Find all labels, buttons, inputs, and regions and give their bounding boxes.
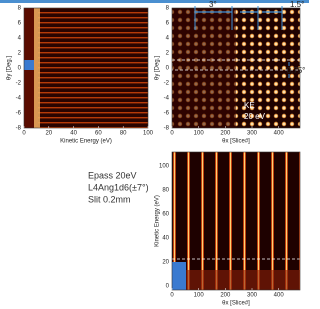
y-tick-label: 4 xyxy=(166,36,170,42)
annotation: 20 eV xyxy=(244,112,266,121)
x-tick-label: 0 xyxy=(170,131,174,137)
y-tick-label: -2 xyxy=(16,81,22,87)
y-tick-label: 6 xyxy=(18,21,22,27)
y-tick-label: 2 xyxy=(166,51,170,57)
annotation: 0.75° xyxy=(287,66,306,75)
y-axis-label: θy [Deg.] xyxy=(7,56,13,80)
x-axis-label: θx [Slice#] xyxy=(222,139,250,145)
x-tick-label: 100 xyxy=(194,131,205,137)
x-tick-label: 80 xyxy=(120,131,127,137)
x-tick-label: 40 xyxy=(70,131,77,137)
y-tick-label: 6 xyxy=(166,21,170,27)
y-axis-label: θy [Deg.] xyxy=(155,56,161,80)
x-tick-label: 0 xyxy=(170,293,174,299)
y-tick-label: 20 xyxy=(162,259,169,265)
y-tick-label: 4 xyxy=(18,36,22,42)
setting-note: L4Ang1d6(±7°) xyxy=(88,182,149,192)
y-tick-label: 60 xyxy=(162,211,169,217)
y-tick-label: -4 xyxy=(164,96,170,102)
y-tick-label: 40 xyxy=(162,235,169,241)
y-tick-label: 80 xyxy=(162,187,169,193)
x-tick-label: 200 xyxy=(220,293,231,299)
annotation: 3° xyxy=(209,0,217,9)
panel-3-image xyxy=(172,152,300,290)
panel-1-image xyxy=(24,8,148,128)
x-tick-label: 400 xyxy=(274,293,285,299)
x-tick-label: 400 xyxy=(274,131,285,137)
y-tick-label: 2 xyxy=(18,51,22,57)
annotation: KE xyxy=(244,101,255,110)
x-tick-label: 200 xyxy=(220,131,231,137)
y-tick-label: 8 xyxy=(18,6,22,12)
y-axis-label: Kinetic Energy (eV) xyxy=(155,195,161,247)
x-axis-label: Kinetic Energy (eV) xyxy=(60,139,112,145)
x-tick-label: 100 xyxy=(143,131,154,137)
x-tick-label: 20 xyxy=(45,131,52,137)
x-tick-label: 0 xyxy=(22,131,26,137)
setting-note: Slit 0.2mm xyxy=(88,194,131,204)
panel-2-image xyxy=(172,6,300,128)
y-tick-label: 0 xyxy=(166,283,170,289)
x-tick-label: 60 xyxy=(95,131,102,137)
y-tick-label: 0 xyxy=(166,66,170,72)
y-tick-label: 8 xyxy=(166,6,170,12)
y-tick-label: 100 xyxy=(159,163,170,169)
y-tick-label: -4 xyxy=(16,96,22,102)
annotation: 1.5° xyxy=(290,0,304,9)
x-tick-label: 300 xyxy=(247,131,258,137)
top-rule xyxy=(0,0,309,3)
y-tick-label: -8 xyxy=(164,126,170,132)
y-tick-label: -6 xyxy=(16,111,22,117)
y-tick-label: -8 xyxy=(16,126,22,132)
x-tick-label: 300 xyxy=(247,293,258,299)
x-axis-label: θx [Slice#] xyxy=(222,301,250,307)
setting-note: Epass 20eV xyxy=(88,170,137,180)
y-tick-label: -6 xyxy=(164,111,170,117)
y-tick-label: -2 xyxy=(164,81,170,87)
y-tick-label: 0 xyxy=(18,66,22,72)
x-tick-label: 100 xyxy=(194,293,205,299)
